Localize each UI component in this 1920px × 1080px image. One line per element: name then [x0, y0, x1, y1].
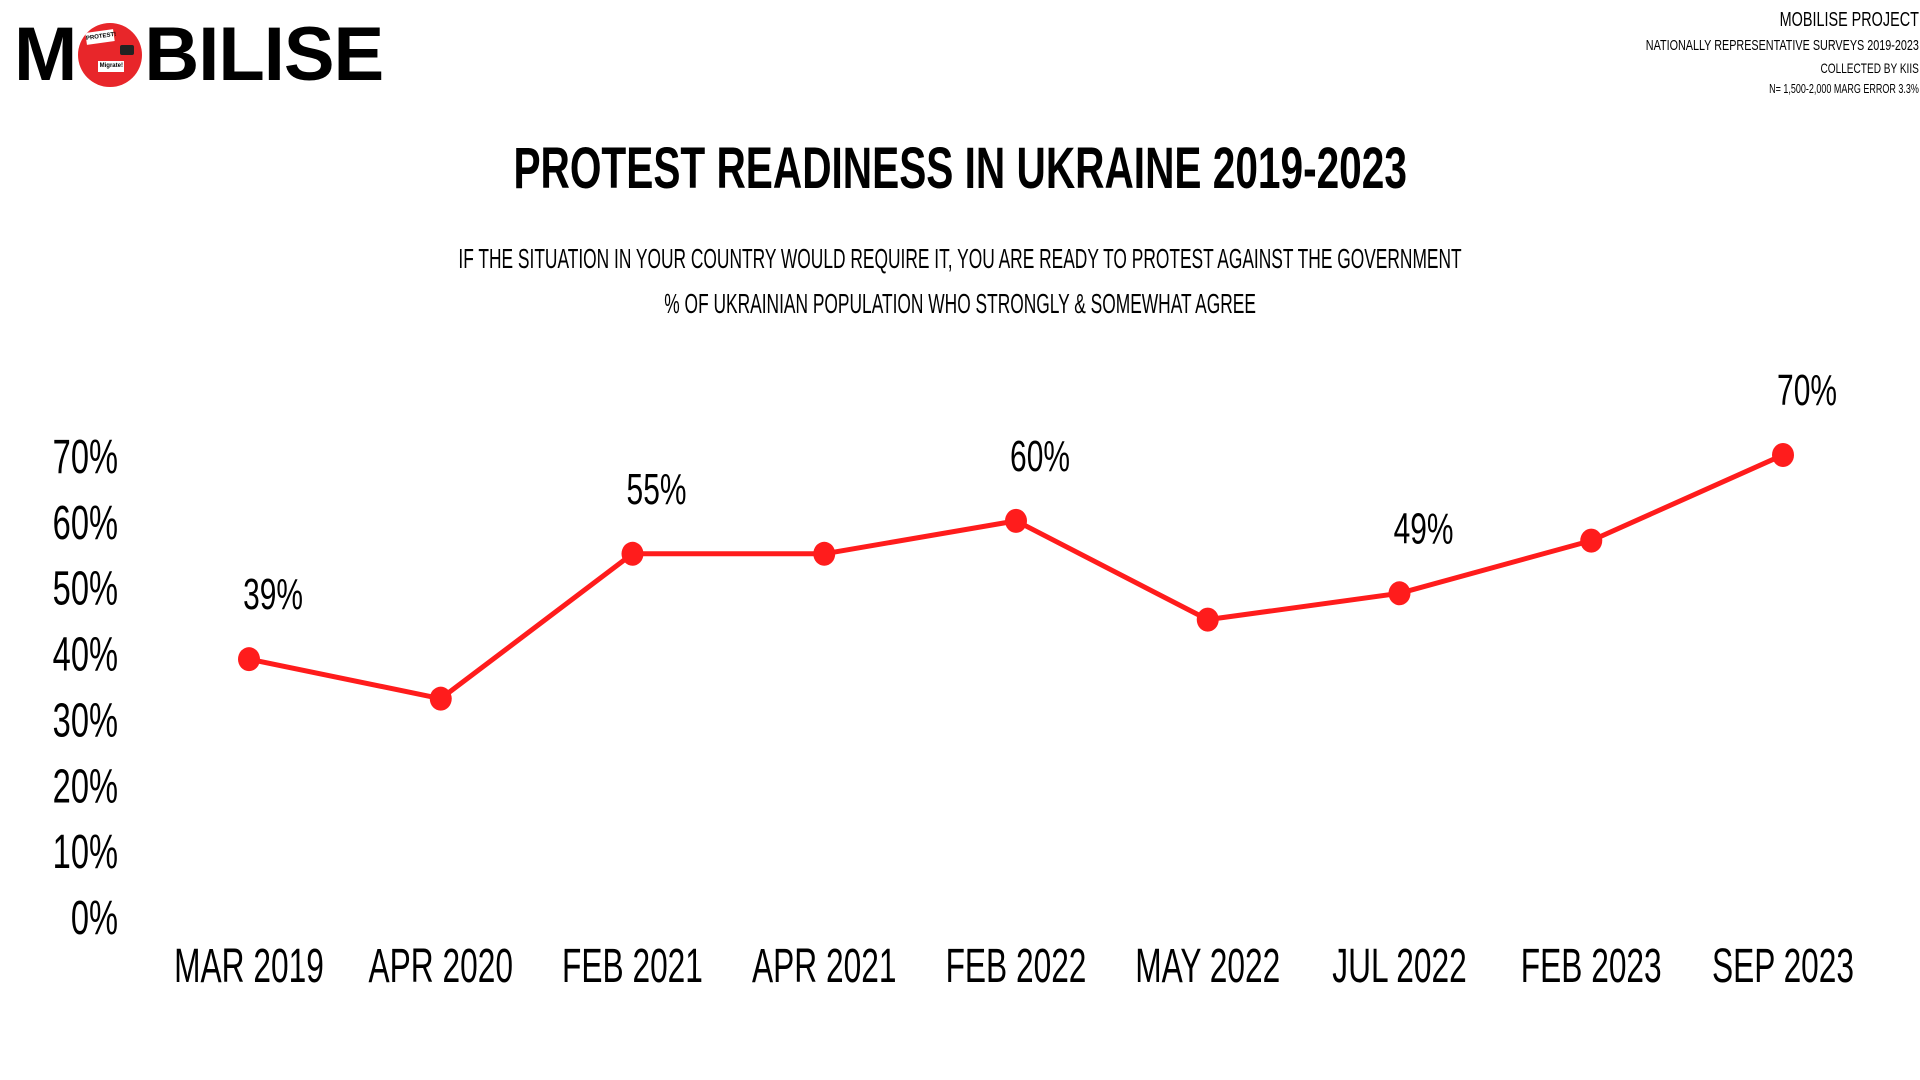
data-point	[1005, 508, 1027, 533]
y-tick-label: 60%	[53, 496, 118, 550]
x-axis: MAR 2019 APR 2020 FEB 2021 APR 2021 FEB 2022…	[174, 938, 1854, 992]
x-tick-label: FEB 2023	[1521, 938, 1662, 992]
chart-subtitle-2: % OF UKRAINIAN POPULATION WHO STRONGLY &…	[664, 288, 1256, 319]
logo-text-rest: BILISE	[144, 12, 384, 97]
y-axis: 0% 10% 20% 30% 40% 50% 60% 70%	[53, 430, 118, 945]
data-label: 49%	[1394, 504, 1454, 553]
survey-description: NATIONALLY REPRESENTATIVE SURVEYS 2019-2…	[1645, 37, 1919, 54]
megaphone-icon	[120, 45, 135, 55]
x-tick-label: SEP 2023	[1712, 938, 1854, 992]
y-tick-label: 50%	[53, 561, 118, 615]
x-tick-label: FEB 2022	[946, 938, 1087, 992]
chart-subtitle-2-wrap: % OF UKRAINIAN POPULATION WHO STRONGLY &…	[0, 290, 1920, 318]
y-tick-label: 30%	[53, 693, 118, 747]
data-point	[1772, 443, 1794, 467]
chart-title-wrap: PROTEST READINESS IN UKRAINE 2019-2023	[0, 140, 1920, 198]
series-protest-readiness	[238, 443, 1794, 711]
x-tick-label: MAY 2022	[1135, 938, 1280, 992]
data-point	[429, 686, 452, 711]
data-point	[813, 541, 836, 566]
data-collector: COLLECTED BY KIIS	[1820, 60, 1919, 76]
data-label: 39%	[243, 569, 303, 618]
protest-badge-icon: PROTEST! Migrate!	[78, 23, 143, 87]
migrate-sign: Migrate!	[98, 61, 125, 72]
mobilise-logo: M PROTEST! Migrate! BILISE	[14, 12, 384, 97]
y-tick-label: 40%	[53, 627, 118, 681]
x-tick-label: FEB 2021	[562, 938, 703, 992]
data-point	[238, 647, 260, 672]
x-tick-label: APR 2021	[752, 938, 896, 992]
y-tick-label: 70%	[53, 430, 118, 484]
y-tick-label: 20%	[53, 759, 118, 813]
data-label: 55%	[627, 464, 687, 513]
x-tick-label: MAR 2019	[174, 938, 324, 992]
chart-subtitle: IF THE SITUATION IN YOUR COUNTRY WOULD R…	[458, 243, 1462, 274]
y-tick-label: 10%	[53, 825, 118, 879]
project-name: MOBILISE PROJECT	[1779, 9, 1919, 31]
data-label: 70%	[1777, 365, 1837, 414]
data-point	[621, 541, 644, 566]
data-point	[1388, 581, 1411, 606]
data-label: 60%	[1010, 431, 1070, 480]
logo-text-m: M	[14, 12, 77, 97]
data-labels: 39% 55% 60% 49% 70%	[243, 365, 1837, 618]
y-tick-label: 0%	[71, 891, 118, 945]
series-line	[248, 452, 1785, 702]
sample-size: N= 1,500-2,000 MARG ERROR 3.3%	[1768, 82, 1919, 96]
x-tick-label: APR 2020	[369, 938, 513, 992]
chart-subtitle-wrap: IF THE SITUATION IN YOUR COUNTRY WOULD R…	[0, 245, 1920, 273]
data-point	[1196, 607, 1219, 632]
x-tick-label: JUL 2022	[1332, 938, 1466, 992]
chart-title: PROTEST READINESS IN UKRAINE 2019-2023	[513, 136, 1407, 201]
data-point	[1580, 528, 1603, 553]
survey-metadata: MOBILISE PROJECT NATIONALLY REPRESENTATI…	[1645, 10, 1920, 96]
